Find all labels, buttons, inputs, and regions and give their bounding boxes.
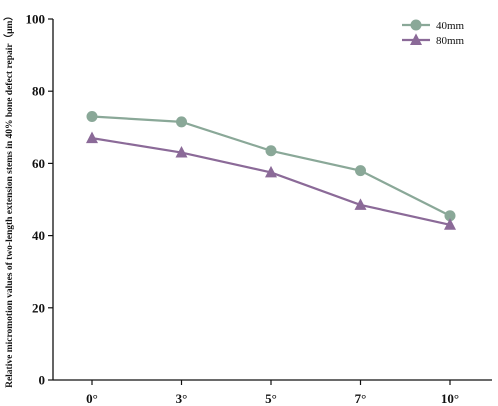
y-axis-title: Relative micromotion values of two-lengt… [3, 11, 15, 388]
y-tick-label: 60 [32, 156, 45, 171]
data-point [355, 165, 366, 177]
data-point [265, 165, 277, 178]
x-tick-label: 5° [265, 391, 277, 406]
legend-item: 40mm [402, 19, 465, 32]
y-tick-label: 20 [32, 300, 45, 315]
axes [52, 19, 492, 381]
data-point [265, 145, 277, 157]
series-40mm [86, 110, 456, 222]
y-tick-label: 80 [32, 84, 45, 99]
data-point [86, 110, 98, 122]
x-ticks: 0° 3° 5° 7° 10° [86, 380, 459, 406]
x-tick-label: 10° [441, 391, 459, 406]
x-tick-label: 7° [355, 391, 367, 406]
data-point [354, 198, 367, 210]
y-tick-label: 40 [32, 228, 45, 243]
data-point [410, 33, 422, 45]
data-point [444, 218, 456, 230]
legend-label: 40mm [436, 20, 465, 32]
data-point [175, 145, 188, 158]
legend: 40mm 80mm [402, 19, 465, 47]
y-tick-label: 0 [39, 373, 46, 388]
legend-label: 80mm [436, 35, 465, 47]
data-point [86, 131, 98, 144]
data-point [176, 116, 187, 128]
y-ticks: 0 20 40 60 80 100 [26, 12, 53, 388]
x-tick-label: 3° [176, 391, 188, 406]
x-tick-label: 0° [86, 391, 98, 406]
series-80mm [86, 131, 456, 230]
series-layer [86, 110, 456, 230]
legend-item: 80mm [402, 33, 465, 47]
data-point [444, 210, 456, 222]
data-point [410, 19, 422, 31]
y-tick-label: 100 [26, 12, 46, 27]
